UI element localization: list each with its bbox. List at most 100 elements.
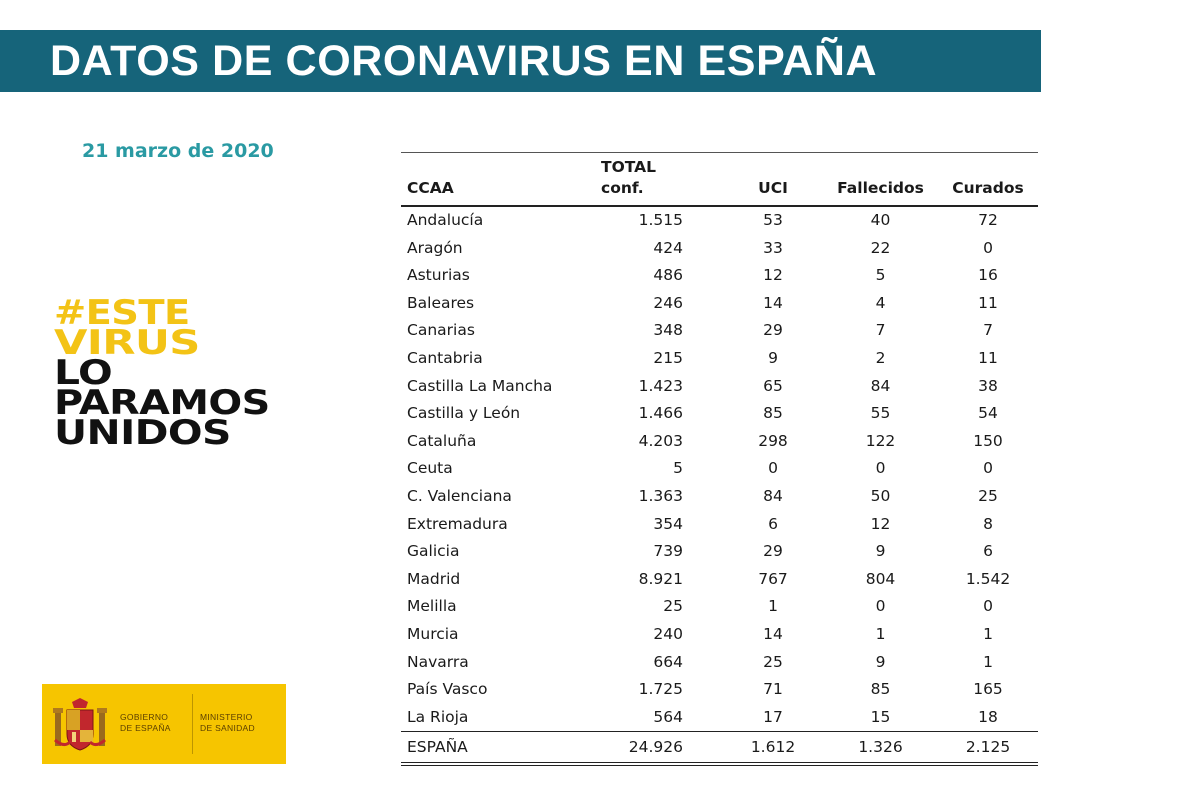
cell-confirmed: 354 [653, 514, 683, 533]
cell-uci: 33 [763, 238, 783, 257]
table-row: Melilla 25 1 0 0 [401, 593, 1038, 621]
ministerio-line-1: MINISTERIO [200, 712, 253, 722]
cell-region: Aragón [407, 238, 463, 257]
page-title: DATOS DE CORONAVIRUS EN ESPAÑA [50, 37, 878, 85]
table-row: Cataluña 4.203 298 122 150 [401, 428, 1038, 456]
cell-uci: 298 [758, 431, 788, 450]
title-banner [0, 30, 1041, 92]
slogan-line-5: UNIDOS [54, 413, 231, 453]
cell-fallecidos: 0 [875, 459, 886, 478]
cell-curados: 16 [978, 266, 998, 285]
table-row: Canarias 348 29 7 7 [401, 317, 1038, 345]
government-logo: GOBIERNO DE ESPAÑA MINISTERIO DE SANIDAD [42, 684, 286, 764]
slogan-line-1: #ESTE [54, 293, 190, 333]
cell-uci: 9 [768, 348, 778, 367]
cell-region: Cataluña [407, 431, 477, 450]
total-cell-confirmed: 24.926 [628, 738, 683, 757]
table-row: Aragón 424 33 22 0 [401, 235, 1038, 263]
cell-fallecidos: 9 [875, 652, 886, 671]
table-row: Baleares 246 14 4 11 [401, 290, 1038, 318]
cell-region: Melilla [407, 597, 457, 616]
cell-uci: 767 [758, 569, 788, 588]
cell-curados: 7 [983, 321, 993, 340]
cell-curados: 38 [978, 376, 998, 395]
slogan-line-2: VIRUS [54, 323, 200, 363]
cell-confirmed: 1.515 [638, 211, 683, 229]
cell-uci: 6 [768, 514, 778, 533]
cell-uci: 1 [768, 597, 778, 616]
cell-confirmed: 25 [663, 597, 683, 616]
cell-uci: 14 [763, 293, 783, 312]
cell-curados: 6 [983, 542, 993, 561]
total-cell-fallecidos: 1.326 [858, 738, 903, 757]
cell-confirmed: 664 [653, 652, 683, 671]
table-row: Asturias 486 12 5 16 [401, 262, 1038, 290]
cell-curados: 8 [983, 514, 993, 533]
cell-curados: 18 [978, 707, 998, 726]
table-row: Galicia 739 29 9 6 [401, 538, 1038, 566]
cell-fallecidos: 12 [870, 514, 891, 533]
cell-fallecidos: 2 [875, 348, 886, 367]
cell-confirmed: 5 [673, 459, 683, 478]
cell-fallecidos: 15 [870, 707, 891, 726]
cell-fallecidos: 22 [870, 238, 891, 257]
cell-uci: 85 [763, 404, 783, 423]
cell-curados: 0 [983, 238, 993, 257]
table-row: Murcia 240 14 1 1 [401, 621, 1038, 649]
cell-curados: 0 [983, 597, 993, 616]
cell-region: Castilla La Mancha [407, 376, 553, 395]
cell-confirmed: 564 [653, 707, 683, 726]
table-row: Ceuta 5 0 0 0 [401, 455, 1038, 483]
cell-fallecidos: 804 [865, 569, 896, 588]
slogan-line-3: LO [54, 353, 113, 393]
cell-confirmed: 246 [653, 293, 683, 312]
cell-uci: 25 [763, 652, 783, 671]
header-total-line-2: conf. [601, 179, 644, 197]
cell-curados: 1 [983, 652, 993, 671]
cell-confirmed: 1.466 [638, 404, 683, 423]
header-ccaa: CCAA [407, 179, 454, 197]
cell-uci: 17 [763, 707, 783, 726]
table-row: Cantabria 215 9 2 11 [401, 345, 1038, 373]
cell-confirmed: 4.203 [638, 431, 683, 450]
cell-fallecidos: 122 [865, 431, 896, 450]
cell-region: Navarra [407, 652, 469, 671]
header-total-line-1: TOTAL [601, 158, 656, 176]
cell-uci: 12 [763, 266, 783, 285]
cell-fallecidos: 7 [875, 321, 886, 340]
header-total: TOTAL conf. [591, 153, 723, 207]
logo-divider [192, 694, 193, 754]
cell-region: Madrid [407, 569, 461, 588]
cell-region: La Rioja [407, 707, 469, 726]
cell-curados: 0 [983, 459, 993, 478]
cell-curados: 11 [978, 348, 998, 367]
cell-curados: 54 [978, 404, 998, 423]
cell-confirmed: 739 [653, 542, 683, 561]
coat-of-arms-icon [53, 698, 107, 751]
data-table-container: CCAA TOTAL conf. UCI Fallecidos Curados … [401, 152, 1038, 766]
header-fallecidos: Fallecidos [837, 179, 924, 197]
cell-uci: 14 [763, 624, 783, 643]
ministerio-line-2: DE SANIDAD [200, 723, 255, 733]
data-table: CCAA TOTAL conf. UCI Fallecidos Curados … [401, 152, 1038, 766]
table-row: Castilla y León 1.466 85 55 54 [401, 400, 1038, 428]
header-uci: UCI [758, 179, 788, 197]
cell-uci: 84 [763, 486, 783, 505]
cell-confirmed: 424 [653, 238, 683, 257]
cell-fallecidos: 0 [875, 597, 886, 616]
cell-uci: 65 [763, 376, 783, 395]
cell-region: Baleares [407, 293, 475, 312]
cell-fallecidos: 55 [870, 404, 891, 423]
cell-region: Murcia [407, 624, 459, 643]
table-row: La Rioja 564 17 15 18 [401, 704, 1038, 732]
total-cell-region: ESPAÑA [407, 738, 468, 757]
cell-curados: 165 [973, 680, 1003, 699]
cell-region: Asturias [407, 266, 470, 285]
total-cell-uci: 1.612 [750, 738, 796, 757]
cell-region: Canarias [407, 321, 475, 340]
cell-uci: 29 [763, 542, 783, 561]
table-row: Madrid 8.921 767 804 1.542 [401, 566, 1038, 594]
cell-region: Cantabria [407, 348, 483, 367]
cell-confirmed: 8.921 [638, 569, 683, 588]
ministerio-text: MINISTERIO DE SANIDAD [200, 712, 270, 734]
